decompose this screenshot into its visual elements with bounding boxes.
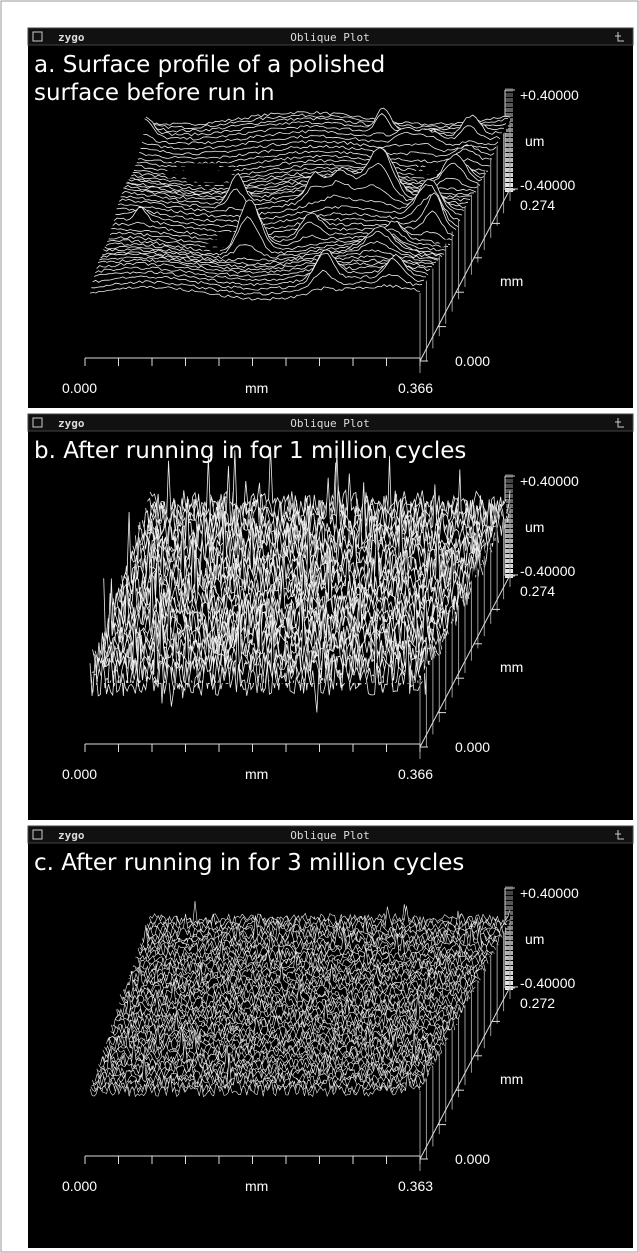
z-min-label: -0.40000: [520, 177, 575, 193]
window-title: Oblique Plot: [290, 829, 369, 842]
x-max-label: 0.366: [398, 766, 433, 782]
app-logo: zygo: [58, 829, 85, 842]
figure: zygo Oblique Plot a. Surface profile of a …: [0, 0, 639, 1253]
z-unit-label: um: [525, 133, 544, 149]
window-title: Oblique Plot: [290, 31, 369, 44]
x-min-label: 0.000: [62, 1178, 97, 1194]
y-min-label: 0.000: [455, 739, 490, 755]
z-max-label: +0.40000: [520, 87, 579, 103]
caption: c. After running in for 3 million cycles: [34, 850, 464, 876]
z-max-label: +0.40000: [520, 473, 579, 489]
z-min-label: -0.40000: [520, 563, 575, 579]
oblique-plot-panel: zygo Oblique Plot c. After running in for …: [28, 826, 633, 1248]
caption-line: a. Surface profile of a polished: [34, 52, 385, 78]
x-max-label: 0.366: [398, 380, 433, 396]
oblique-plot-panel: zygo Oblique Plot a. Surface profile of a …: [28, 28, 633, 408]
z-unit-label: um: [525, 519, 544, 535]
y-unit-label: mm: [500, 273, 523, 289]
y-unit-label: mm: [500, 1071, 523, 1087]
x-max-label: 0.363: [398, 1178, 433, 1194]
app-logo: zygo: [58, 31, 85, 44]
app-logo: zygo: [58, 417, 85, 430]
oblique-plot-panel: zygo Oblique Plot b. After running in for …: [28, 414, 633, 820]
x-min-label: 0.000: [62, 380, 97, 396]
z-unit-label: um: [525, 931, 544, 947]
y-min-label: 0.000: [455, 353, 490, 369]
y-unit-label: mm: [500, 659, 523, 675]
x-unit-label: mm: [245, 380, 268, 396]
y-max-label: 0.274: [520, 197, 555, 213]
caption-line: surface before run in: [34, 80, 275, 106]
z-min-label: -0.40000: [520, 975, 575, 991]
z-max-label: +0.40000: [520, 885, 579, 901]
window-title: Oblique Plot: [290, 417, 369, 430]
y-min-label: 0.000: [455, 1151, 490, 1167]
x-unit-label: mm: [245, 766, 268, 782]
x-min-label: 0.000: [62, 766, 97, 782]
y-max-label: 0.274: [520, 583, 555, 599]
y-max-label: 0.272: [520, 995, 555, 1011]
caption: b. After running in for 1 million cycles: [34, 438, 466, 464]
figure-svg: zygo Oblique Plot a. Surface profile of a …: [0, 0, 639, 1253]
x-unit-label: mm: [245, 1178, 268, 1194]
